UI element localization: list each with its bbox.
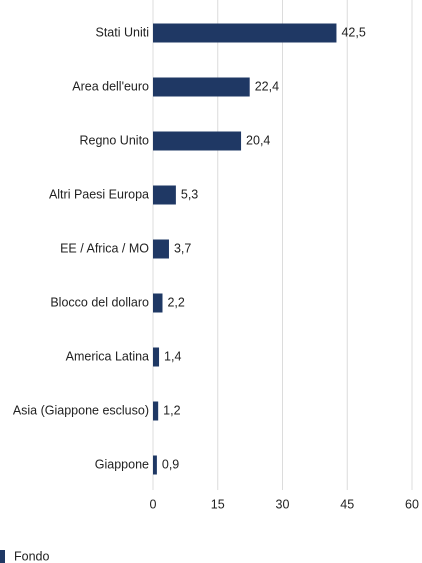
legend-swatch	[0, 550, 5, 563]
data-label: 1,4	[164, 349, 181, 363]
x-tick-label: 60	[405, 497, 419, 511]
data-label: 0,9	[162, 457, 179, 471]
bar	[153, 347, 160, 367]
x-tick-label: 45	[340, 497, 354, 511]
bar	[153, 131, 242, 151]
bar	[153, 239, 169, 259]
y-tick-label: Stati Uniti	[96, 25, 150, 39]
data-label: 3,7	[174, 241, 191, 255]
x-tick-label: 30	[276, 497, 290, 511]
bar	[153, 401, 159, 421]
y-tick-label: Regno Unito	[80, 133, 150, 147]
bar	[153, 455, 157, 475]
x-tick-label: 0	[150, 497, 157, 511]
y-tick-label: Blocco del dollaro	[50, 295, 149, 309]
legend-label: Fondo	[14, 549, 49, 563]
data-label: 1,2	[163, 403, 180, 417]
y-tick-label: Altri Paesi Europa	[49, 187, 149, 201]
bar	[153, 293, 163, 313]
bar	[153, 23, 337, 43]
data-label: 2,2	[167, 295, 184, 309]
x-tick-label: 15	[211, 497, 225, 511]
data-label: 20,4	[246, 133, 270, 147]
data-label: 22,4	[255, 79, 279, 93]
bar	[153, 185, 176, 205]
y-tick-label: Asia (Giappone escluso)	[13, 403, 149, 417]
y-tick-label: America Latina	[66, 349, 149, 363]
y-tick-label: Giappone	[95, 457, 149, 471]
y-tick-label: Area dell'euro	[72, 79, 149, 93]
y-tick-label: EE / Africa / MO	[60, 241, 149, 255]
data-label: 42,5	[341, 25, 365, 39]
bar	[153, 77, 250, 97]
data-label: 5,3	[181, 187, 198, 201]
